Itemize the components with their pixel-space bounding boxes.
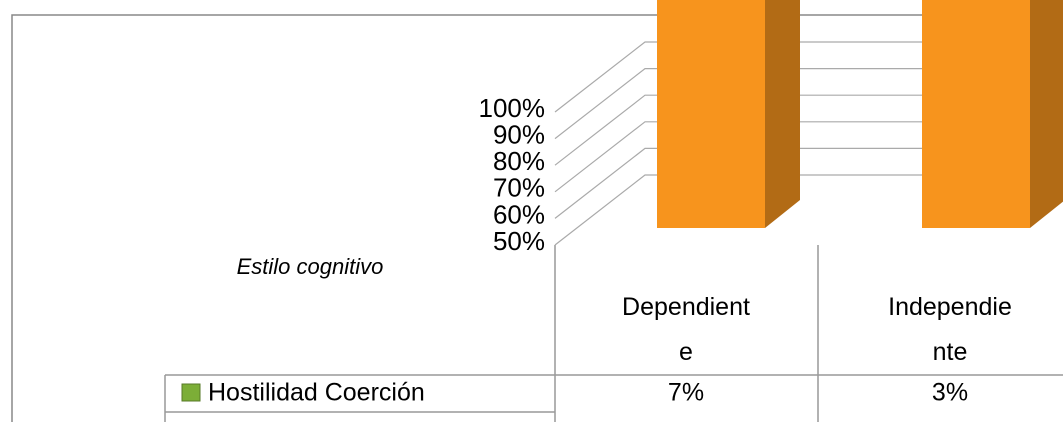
data-label: 3%: [932, 379, 968, 407]
y-tick-label: 50%: [493, 226, 545, 256]
bar-side: [1030, 0, 1063, 228]
x-tick-label: Independiente: [888, 293, 1012, 366]
x-tick-label: Dependiente: [622, 293, 750, 366]
y-tick-label: 80%: [493, 146, 545, 176]
bar-front: [657, 0, 765, 229]
data-label: 7%: [668, 379, 704, 407]
x-axis-label: Estilo cognitivo: [237, 254, 384, 279]
y-tick-label: 100%: [479, 93, 546, 123]
legend-key: [181, 383, 201, 402]
bar-segment: [922, 0, 1063, 228]
y-tick-label: 60%: [493, 199, 545, 229]
legend-label: Hostilidad Coerción: [208, 379, 425, 407]
y-tick-label: 70%: [493, 173, 545, 203]
bar-side: [765, 0, 800, 228]
table-grid: [164, 245, 1063, 422]
bar-segment: [657, 0, 800, 229]
bar-front: [922, 0, 1030, 228]
y-tick-label: 90%: [493, 119, 545, 149]
